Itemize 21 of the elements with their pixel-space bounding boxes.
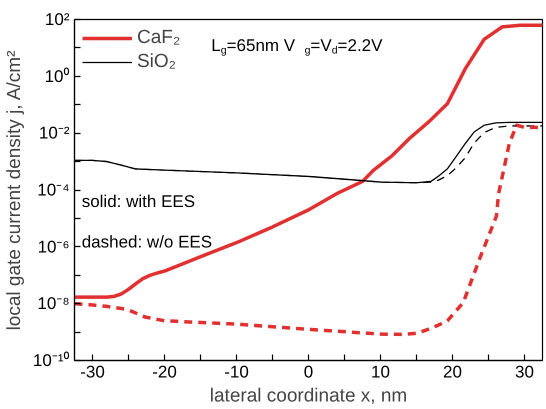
x-tick-label: -20 <box>152 362 177 382</box>
annotation: dashed: w/o EES <box>82 232 212 252</box>
y-tick-label: 10⁻¹⁰ <box>32 351 70 370</box>
y-tick-label: 10² <box>44 10 70 29</box>
y-tick-label: 10⁰ <box>44 66 70 86</box>
y-tick-label: 10⁻⁸ <box>37 294 70 314</box>
x-tick-label: 10 <box>371 362 390 382</box>
x-tick-label: 30 <box>515 362 534 382</box>
x-tick-label: -30 <box>80 362 105 382</box>
y-tick-label: 10⁻⁶ <box>38 237 70 256</box>
x-tick-label: 0 <box>304 362 314 382</box>
x-tick-label: 20 <box>443 362 462 382</box>
x-axis-title: lateral coordinate x, nm <box>210 386 408 406</box>
y-axis-title: local gate current density j, A/cm² <box>4 50 25 330</box>
y-tick-label: 10⁻² <box>38 124 70 143</box>
x-tick-label: -10 <box>224 362 249 382</box>
legend-label: SiO₂ <box>137 51 176 73</box>
legend-label: CaF₂ <box>137 27 180 49</box>
y-tick-label: 10⁻⁴ <box>37 180 70 200</box>
line-series <box>74 23 542 299</box>
annotation: solid: with EES <box>82 192 196 211</box>
